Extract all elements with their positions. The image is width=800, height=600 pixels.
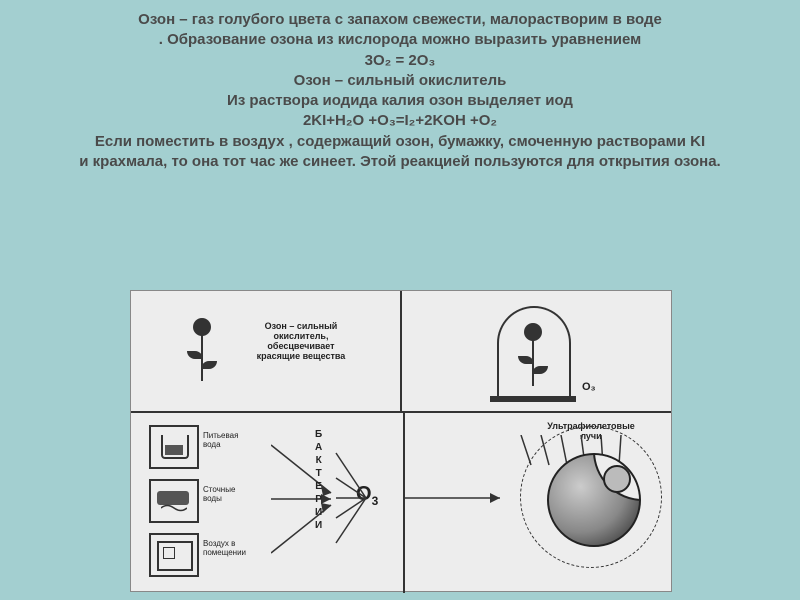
top-right-cell: O₃ — [402, 291, 671, 411]
line-5: и крахмала, то она тот час же синеет. Эт… — [30, 152, 770, 172]
bottom-right-cell: Ультрафиолетовые лучи — [405, 413, 671, 593]
bacteria-vertical-label: БАКТЕРИИ — [315, 428, 322, 532]
diagram-top-row: Озон – сильный окислитель, обесцвечивает… — [131, 291, 671, 413]
dome-base — [490, 396, 576, 402]
line-2: Озон – сильный окислитель — [30, 71, 770, 91]
indoor-air-icon — [149, 533, 199, 577]
o3-dome-label: O₃ — [582, 381, 596, 393]
drinking-water-icon — [149, 425, 199, 469]
globe-icon — [547, 453, 641, 547]
page: Озон – газ голубого цвета с запахом свеж… — [0, 0, 800, 600]
line-4: Если поместить в воздух , содержащий озо… — [30, 132, 770, 152]
main-text: Озон – газ голубого цвета с запахом свеж… — [0, 0, 800, 172]
oxidizer-caption: Озон – сильный окислитель, обесцвечивает… — [246, 321, 356, 361]
o3-fan-arrows-icon — [331, 443, 401, 553]
line-3: Из раствора иодида калия озон выделяет и… — [30, 91, 770, 111]
diagram-bottom-row: Питьевая вода Сточные воды Воздух в поме… — [131, 413, 671, 593]
line-1a: Озон – газ голубого цвета с запахом свеж… — [30, 10, 770, 30]
indoor-air-label: Воздух в помещении — [203, 539, 263, 557]
diagram-panel: Озон – сильный окислитель, обесцвечивает… — [130, 290, 672, 592]
sewage-icon — [149, 479, 199, 523]
equation-1: 3O₂ = 2O₃ — [30, 51, 770, 71]
line-1b: . Образование озона из кислорода можно в… — [30, 30, 770, 50]
dome-icon — [497, 306, 571, 398]
top-left-cell: Озон – сильный окислитель, обесцвечивает… — [131, 291, 402, 411]
sewage-label: Сточные воды — [203, 485, 263, 503]
drinking-water-label: Питьевая вода — [203, 431, 263, 449]
equation-2: 2KI+H₂O +O₃=I₂+2KOH +O₂ — [30, 111, 770, 131]
arrow-to-globe-icon — [405, 483, 515, 513]
bottom-left-cell: Питьевая вода Сточные воды Воздух в поме… — [131, 413, 405, 593]
